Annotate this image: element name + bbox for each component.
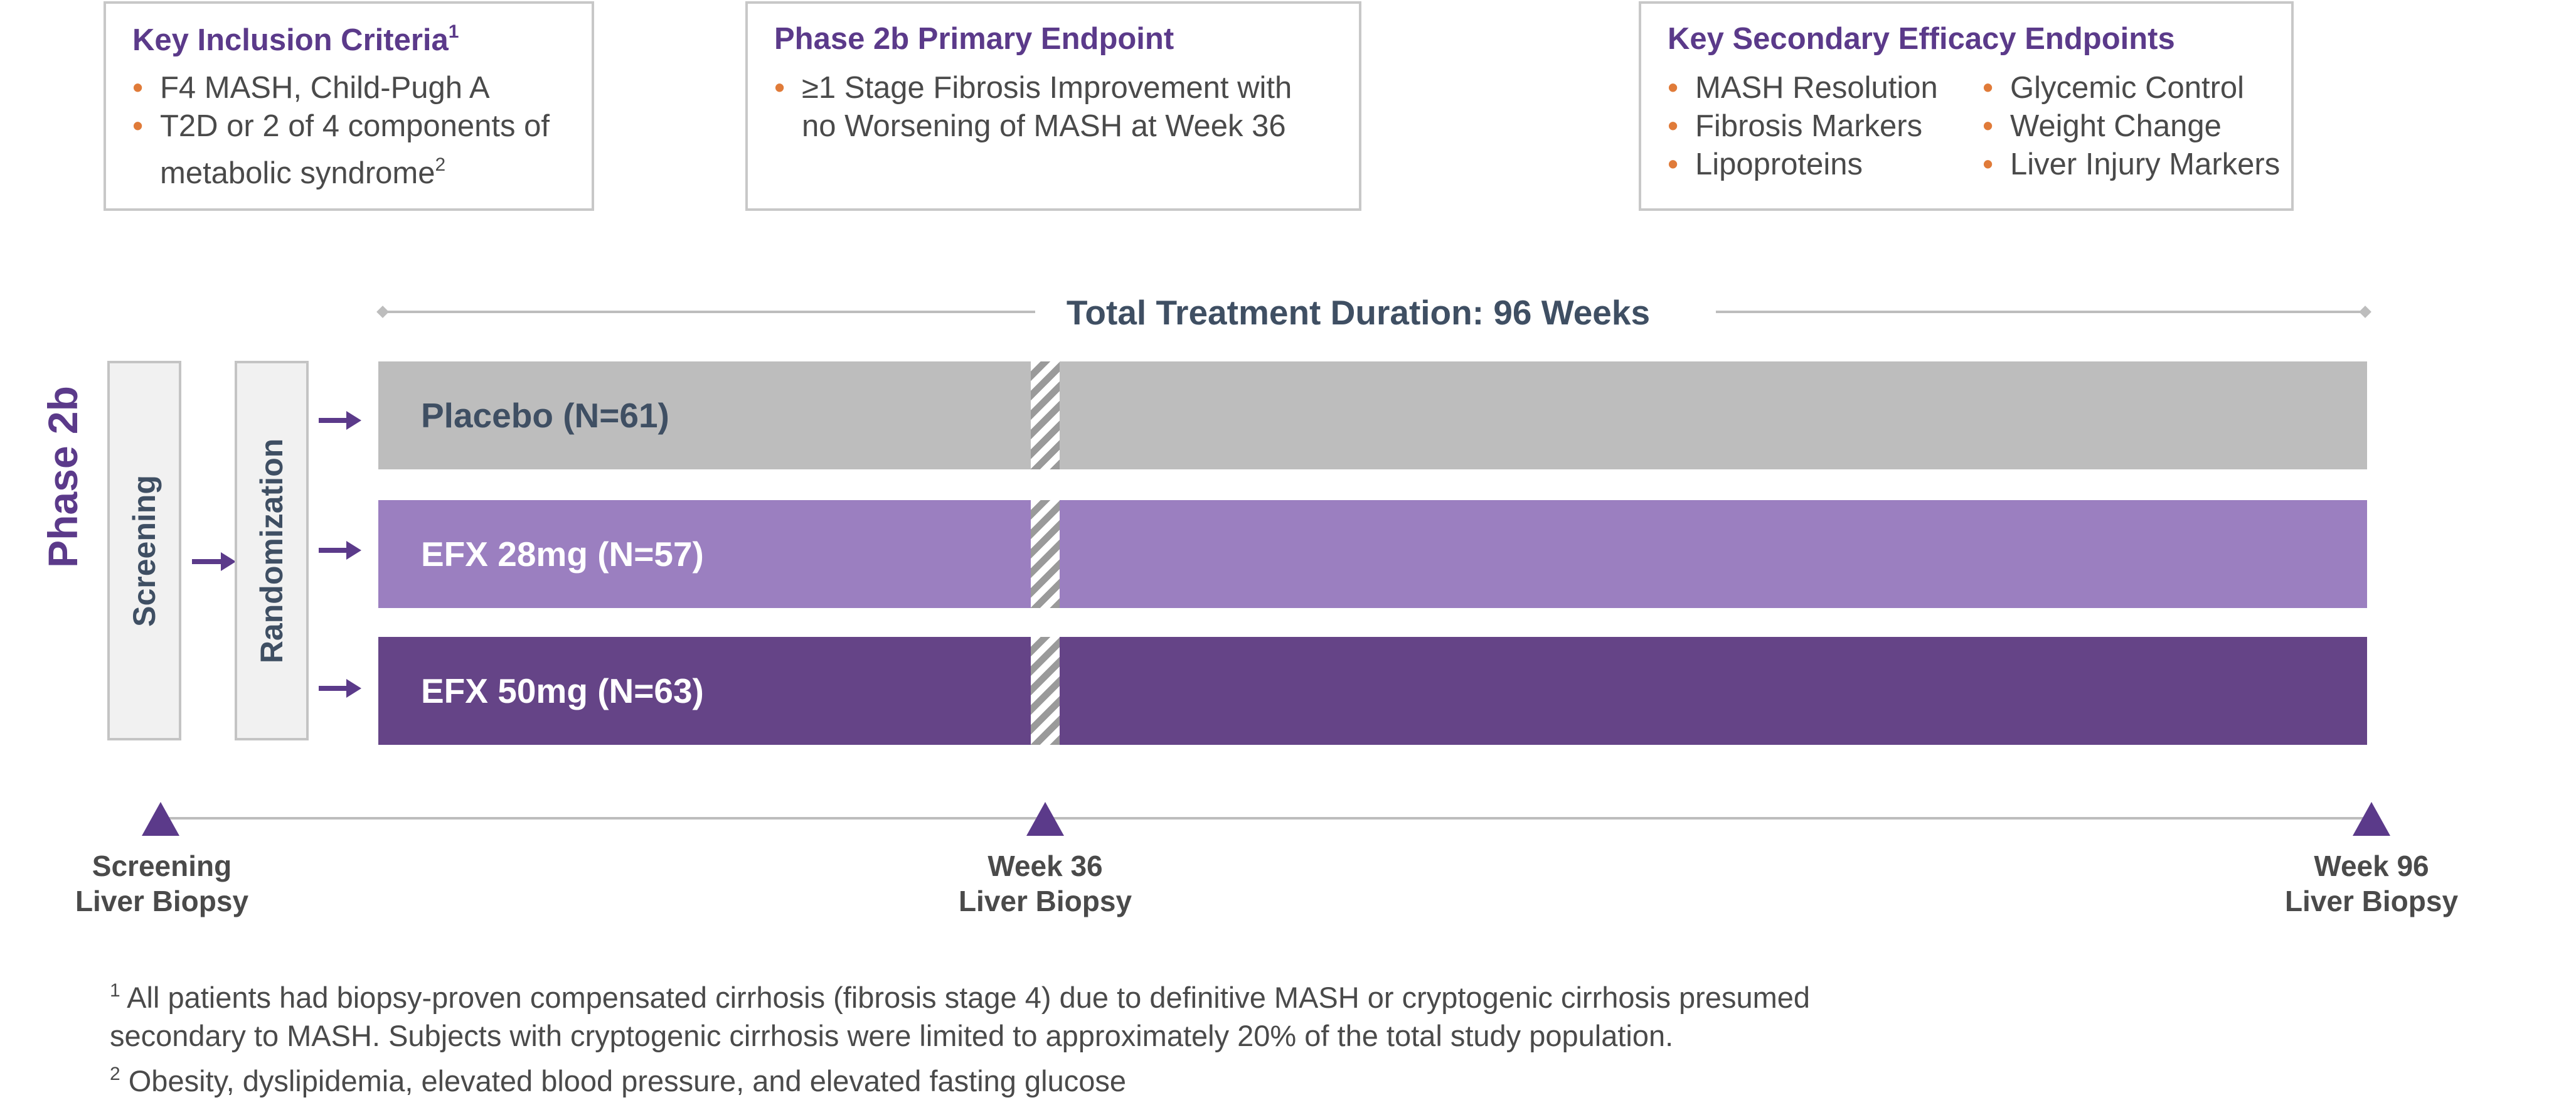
- biopsy-timeline-line: [160, 817, 2371, 820]
- arm-bar-placebo: Placebo (N=61): [378, 361, 2367, 469]
- footnote-1: 1 All patients had biopsy-proven compens…: [110, 980, 1811, 1014]
- secondary-endpoints-box: Key Secondary Efficacy Endpoints MASH Re…: [1639, 1, 2294, 211]
- primary-endpoint-box: Phase 2b Primary Endpoint ≥1 Stage Fibro…: [745, 1, 1361, 211]
- phase-label: Phase 2b: [40, 386, 86, 568]
- total-duration-label: Total Treatment Duration: 96 Weeks: [1066, 293, 1651, 332]
- week36-hatch-marker: [1031, 361, 1060, 469]
- list-item: MASH Resolution: [1668, 69, 1938, 107]
- arm-bar-efx-28mg: EFX 28mg (N=57): [378, 500, 2367, 608]
- arrow-icon: [192, 552, 236, 571]
- arm-label-efx-28mg: EFX 28mg (N=57): [421, 535, 704, 574]
- week36-hatch-marker: [1031, 637, 1060, 745]
- week36-hatch-marker: [1031, 500, 1060, 608]
- footnotes: 1 All patients had biopsy-proven compens…: [110, 971, 2180, 1100]
- list-item: Glycemic Control: [1983, 69, 2280, 107]
- triangle-marker-icon: [142, 802, 179, 836]
- secondary-endpoints-col1: MASH Resolution Fibrosis Markers Lipopro…: [1668, 69, 1938, 184]
- list-item: Fibrosis Markers: [1668, 107, 1938, 146]
- primary-endpoint-title: Phase 2b Primary Endpoint: [774, 22, 1174, 56]
- list-item: metabolic syndrome2: [160, 154, 446, 190]
- arm-label-placebo: Placebo (N=61): [421, 396, 669, 435]
- inclusion-criteria-list: F4 MASH, Child-Pugh A T2D or 2 of 4 comp…: [132, 69, 550, 193]
- milestone-screening-biopsy: Screening Liver Biopsy: [75, 850, 249, 917]
- arrow-icon: [319, 679, 363, 698]
- secondary-endpoints-col2: Glycemic Control Weight Change Liver Inj…: [1983, 69, 2280, 184]
- list-item: Lipoproteins: [1668, 146, 1938, 184]
- list-item: Weight Change: [1983, 107, 2280, 146]
- secondary-endpoints-title: Key Secondary Efficacy Endpoints: [1668, 22, 2175, 56]
- list-item: Liver Injury Markers: [1983, 146, 2280, 184]
- duration-line-right: [1716, 311, 2365, 313]
- duration-line-left: [383, 311, 1035, 313]
- arm-bar-efx-50mg: EFX 50mg (N=63): [378, 637, 2367, 745]
- primary-endpoint-list: ≥1 Stage Fibrosis Improvement with no Wo…: [774, 69, 1292, 146]
- inclusion-criteria-box: Key Inclusion Criteria1 F4 MASH, Child-P…: [104, 1, 594, 211]
- milestone-week96-biopsy: Week 96 Liver Biopsy: [2284, 850, 2459, 917]
- list-item: no Worsening of MASH at Week 36: [802, 109, 1286, 143]
- list-item: F4 MASH, Child-Pugh A: [132, 69, 550, 107]
- arm-label-efx-50mg: EFX 50mg (N=63): [421, 671, 704, 710]
- triangle-marker-icon: [1026, 802, 1064, 836]
- screening-label: Screening: [127, 474, 162, 627]
- duration-end-marker: [2359, 306, 2371, 318]
- list-item: T2D or 2 of 4 components of: [132, 107, 550, 146]
- list-item: ≥1 Stage Fibrosis Improvement with: [774, 69, 1292, 107]
- arrow-icon: [319, 411, 363, 430]
- footnote-1-continued: secondary to MASH. Subjects with cryptog…: [110, 1019, 1674, 1052]
- triangle-marker-icon: [2353, 802, 2390, 836]
- arrow-icon: [319, 541, 363, 560]
- randomization-box: Randomization: [235, 361, 309, 740]
- randomization-label: Randomization: [254, 438, 289, 663]
- inclusion-criteria-title: Key Inclusion Criteria1: [132, 21, 459, 57]
- screening-box: Screening: [107, 361, 181, 740]
- milestone-week36-biopsy: Week 36 Liver Biopsy: [958, 850, 1132, 917]
- footnote-2: 2 Obesity, dyslipidemia, elevated blood …: [110, 1064, 1126, 1097]
